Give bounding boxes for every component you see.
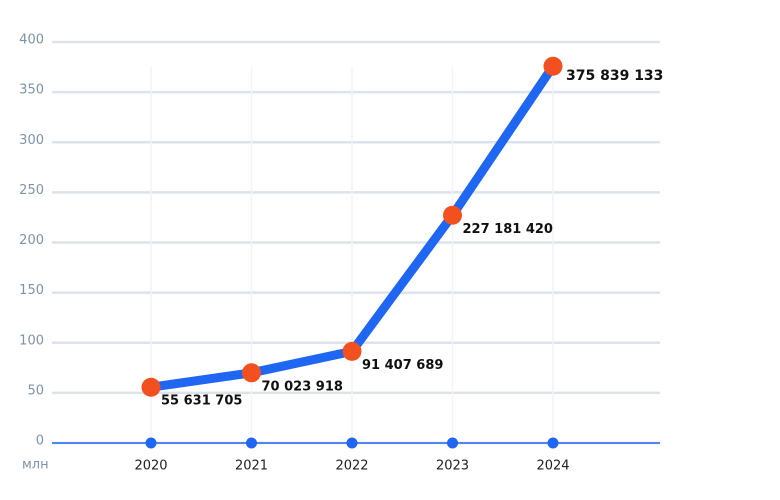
y-tick-label: 250 (19, 183, 44, 198)
x-tick-label: 2021 (235, 459, 268, 474)
y-tick-label: 200 (19, 233, 44, 248)
x-tick-dot (447, 437, 458, 449)
value-label: 70 023 918 (262, 379, 343, 394)
y-tick-label: 300 (19, 133, 44, 148)
y-tick-label: 150 (19, 283, 44, 298)
y-tick-label: 100 (19, 333, 44, 348)
y-tick-label: 350 (19, 83, 44, 98)
y-tick-label: 0 (36, 434, 44, 449)
value-label: 55 631 705 (161, 394, 242, 409)
x-tick-dot (547, 437, 559, 449)
point (342, 341, 362, 361)
value-label: 91 407 689 (362, 358, 443, 373)
x-tick-dot (145, 437, 157, 449)
x-tick-label: 2020 (134, 459, 167, 474)
x-tick-label: 2023 (436, 459, 469, 474)
y-unit-label: млн (22, 458, 49, 473)
x-tick-label: 2022 (335, 459, 368, 474)
y-tick-label: 400 (19, 33, 44, 48)
y-tick-label: 50 (27, 383, 44, 398)
point (141, 377, 161, 397)
value-label: 227 181 420 (463, 222, 553, 237)
x-tick-dot (246, 437, 257, 449)
value-label: 375 839 133 (566, 68, 663, 84)
x-tick-dot (346, 437, 358, 449)
point (443, 205, 462, 225)
point (242, 363, 261, 383)
point (543, 56, 563, 76)
x-tick-label: 2024 (536, 459, 569, 474)
